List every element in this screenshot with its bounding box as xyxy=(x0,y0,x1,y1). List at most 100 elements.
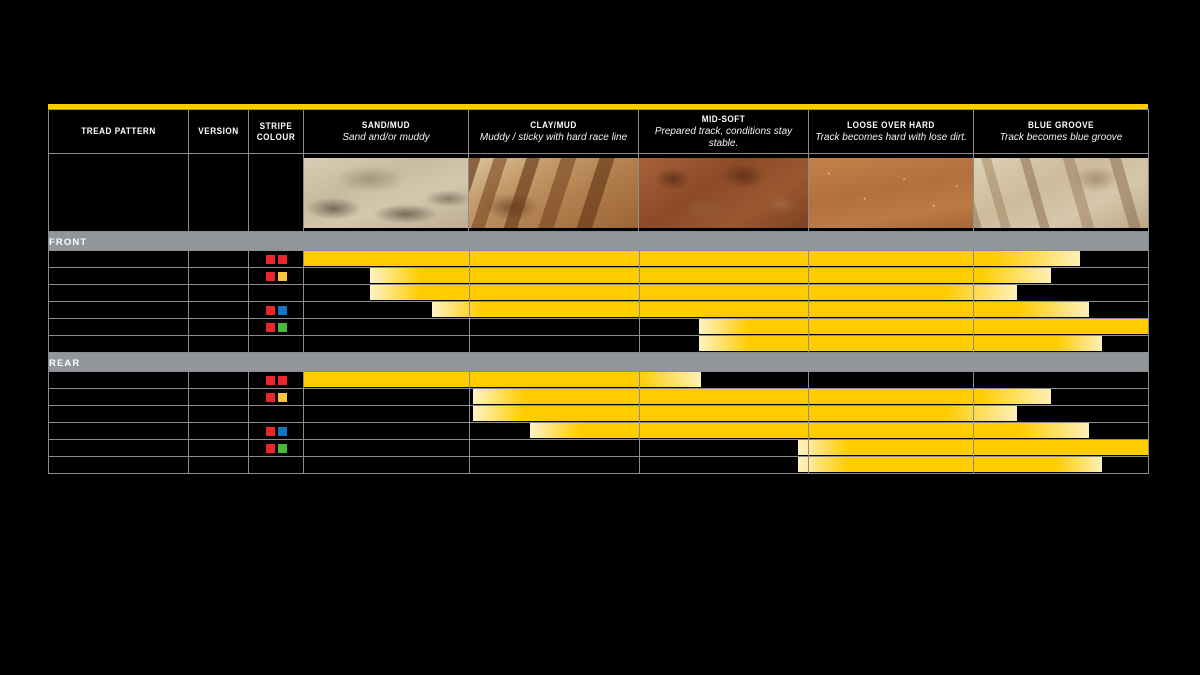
photo-cell-clay-mud xyxy=(468,153,639,232)
sand-texture-image xyxy=(304,157,468,228)
range-bar xyxy=(432,302,1089,317)
header-subtitle: Prepared track, conditions stay stable. xyxy=(654,125,793,149)
column-separator xyxy=(808,302,810,318)
column-separator xyxy=(808,406,810,422)
section-band-rear: REAR xyxy=(48,352,1149,372)
cell-condition-range xyxy=(303,388,1149,406)
cell-tread-pattern xyxy=(48,301,189,319)
column-separator xyxy=(973,268,975,284)
stripe-swatch-group xyxy=(249,252,303,267)
table-row[interactable] xyxy=(48,456,1149,474)
column-separator xyxy=(468,406,470,422)
range-bar-overlay xyxy=(304,336,1148,352)
cell-condition-range xyxy=(303,439,1149,457)
header-subtitle: Sand and/or muddy xyxy=(342,131,430,143)
cell-stripe-colour xyxy=(248,456,304,474)
column-separator xyxy=(468,251,470,267)
photo-cell-sand-mud xyxy=(303,153,469,232)
range-bar xyxy=(472,406,1018,421)
cell-condition-range xyxy=(303,335,1149,353)
stripe-swatch-group xyxy=(249,441,303,456)
table-row[interactable] xyxy=(48,439,1149,457)
cell-condition-range xyxy=(303,422,1149,440)
column-separator xyxy=(468,423,470,439)
column-separator xyxy=(468,285,470,301)
stripe-swatch xyxy=(277,392,287,402)
column-separator xyxy=(973,302,975,318)
header-title: SAND/MUD xyxy=(361,119,411,131)
range-bar-overlay xyxy=(304,372,1148,388)
chart-table: TREAD PATTERN VERSION STRIPE COLOUR SAND… xyxy=(48,109,1149,474)
cell-tread-pattern xyxy=(48,250,189,268)
cell-version xyxy=(188,456,249,474)
range-bar-overlay xyxy=(304,285,1148,301)
header-version: VERSION xyxy=(188,109,249,154)
cell-version xyxy=(188,284,249,302)
header-title-line1: STRIPE xyxy=(259,120,293,132)
table-row[interactable] xyxy=(48,422,1149,440)
cell-tread-pattern xyxy=(48,371,189,389)
column-separator xyxy=(973,423,975,439)
stripe-swatch xyxy=(265,426,275,436)
table-header-row: TREAD PATTERN VERSION STRIPE COLOUR SAND… xyxy=(48,109,1149,154)
column-separator xyxy=(973,372,975,388)
cell-version xyxy=(188,422,249,440)
stripe-swatch-group xyxy=(249,303,303,318)
range-bar-overlay xyxy=(304,251,1148,267)
section-band-label: FRONT xyxy=(49,237,88,248)
stripe-swatch xyxy=(265,254,275,264)
table-row[interactable] xyxy=(48,318,1149,336)
condition-photo-row xyxy=(48,153,1149,232)
column-separator xyxy=(468,440,470,456)
midsoft-texture-image xyxy=(639,157,808,228)
bluegroove-texture-image xyxy=(974,157,1148,228)
cell-stripe-colour xyxy=(248,250,304,268)
cell-tread-pattern xyxy=(48,284,189,302)
cell-tread-pattern xyxy=(48,267,189,285)
cell-tread-pattern xyxy=(48,456,189,474)
table-row[interactable] xyxy=(48,267,1149,285)
cell-version xyxy=(188,267,249,285)
section-band-label: REAR xyxy=(49,358,81,369)
range-bar-overlay xyxy=(304,457,1148,473)
column-separator xyxy=(808,268,810,284)
stripe-swatch xyxy=(277,375,287,385)
cell-version xyxy=(188,388,249,406)
cell-condition-range xyxy=(303,371,1149,389)
table-row[interactable] xyxy=(48,371,1149,389)
header-title: CLAY/MUD xyxy=(530,119,577,131)
stripe-swatch-group xyxy=(249,390,303,405)
table-row[interactable] xyxy=(48,335,1149,353)
range-bar xyxy=(472,389,1051,404)
column-separator xyxy=(638,457,640,473)
photo-cell-empty xyxy=(188,153,249,232)
cell-condition-range xyxy=(303,405,1149,423)
stripe-swatch-group xyxy=(249,320,303,335)
section-band-front: FRONT xyxy=(48,231,1149,251)
column-separator xyxy=(638,285,640,301)
accent-rule-top xyxy=(48,104,1148,109)
photo-cell-empty xyxy=(248,153,304,232)
photo-cell-loose-over-hard xyxy=(808,153,974,232)
stripe-swatch-group xyxy=(249,373,303,388)
table-row[interactable] xyxy=(48,388,1149,406)
column-separator xyxy=(468,302,470,318)
cell-tread-pattern xyxy=(48,422,189,440)
stripe-swatch xyxy=(277,254,287,264)
cell-version xyxy=(188,439,249,457)
cell-stripe-colour xyxy=(248,267,304,285)
column-separator xyxy=(638,389,640,405)
stripe-swatch xyxy=(265,443,275,453)
column-separator xyxy=(468,389,470,405)
cell-version xyxy=(188,371,249,389)
cell-tread-pattern xyxy=(48,405,189,423)
table-row[interactable] xyxy=(48,405,1149,423)
table-row[interactable] xyxy=(48,301,1149,319)
cell-condition-range xyxy=(303,267,1149,285)
table-row[interactable] xyxy=(48,284,1149,302)
column-separator xyxy=(973,285,975,301)
header-tread-pattern: TREAD PATTERN xyxy=(48,109,189,154)
table-row[interactable] xyxy=(48,250,1149,268)
range-bar xyxy=(797,457,1102,472)
